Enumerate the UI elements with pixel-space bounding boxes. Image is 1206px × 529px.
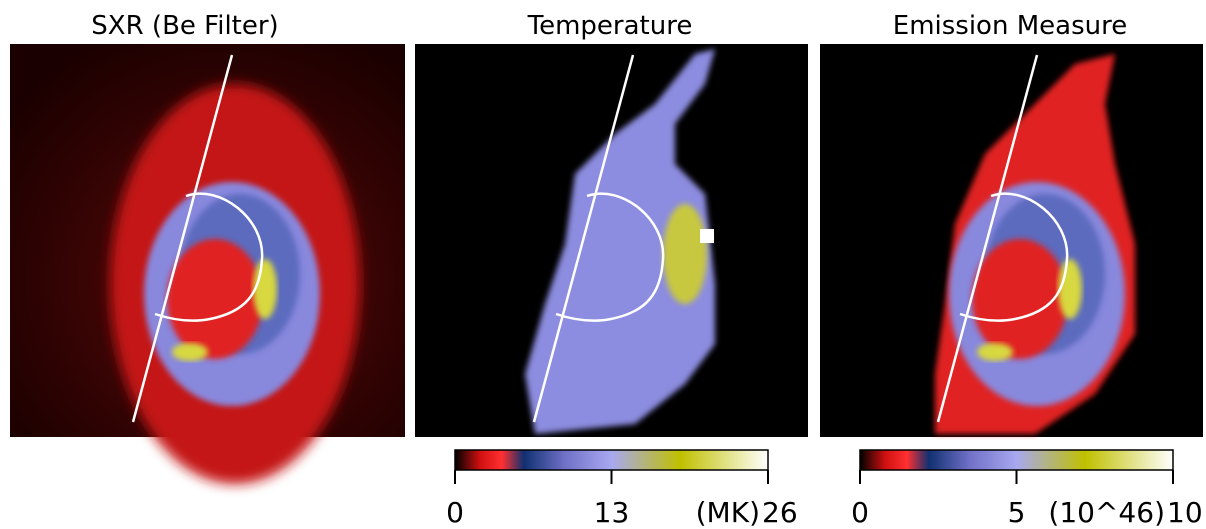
colorbar <box>455 450 768 470</box>
colorbar-unit: (MK) <box>696 496 760 529</box>
emission-panel <box>820 44 1203 437</box>
colorbar-tick-label: 26 <box>762 496 798 529</box>
colorbar-tick-label: 0 <box>446 496 464 529</box>
colorbar <box>860 450 1173 470</box>
figure: SXR (Be Filter) Temperature Emission Mea… <box>0 0 1206 529</box>
colorbar-unit: (10^46) <box>1048 496 1165 529</box>
colorbar-tick-label: 5 <box>1008 496 1026 529</box>
panel-title: Temperature <box>527 11 693 41</box>
sxr-panel <box>10 44 405 484</box>
panel-title: Emission Measure <box>893 11 1127 41</box>
colorbar-tick-label: 0 <box>851 496 869 529</box>
temperature-panel <box>415 44 808 437</box>
colorbar-tick-label: 10 <box>1167 496 1203 529</box>
panel-title: SXR (Be Filter) <box>91 11 278 41</box>
colorbar-tick-label: 13 <box>594 496 630 529</box>
